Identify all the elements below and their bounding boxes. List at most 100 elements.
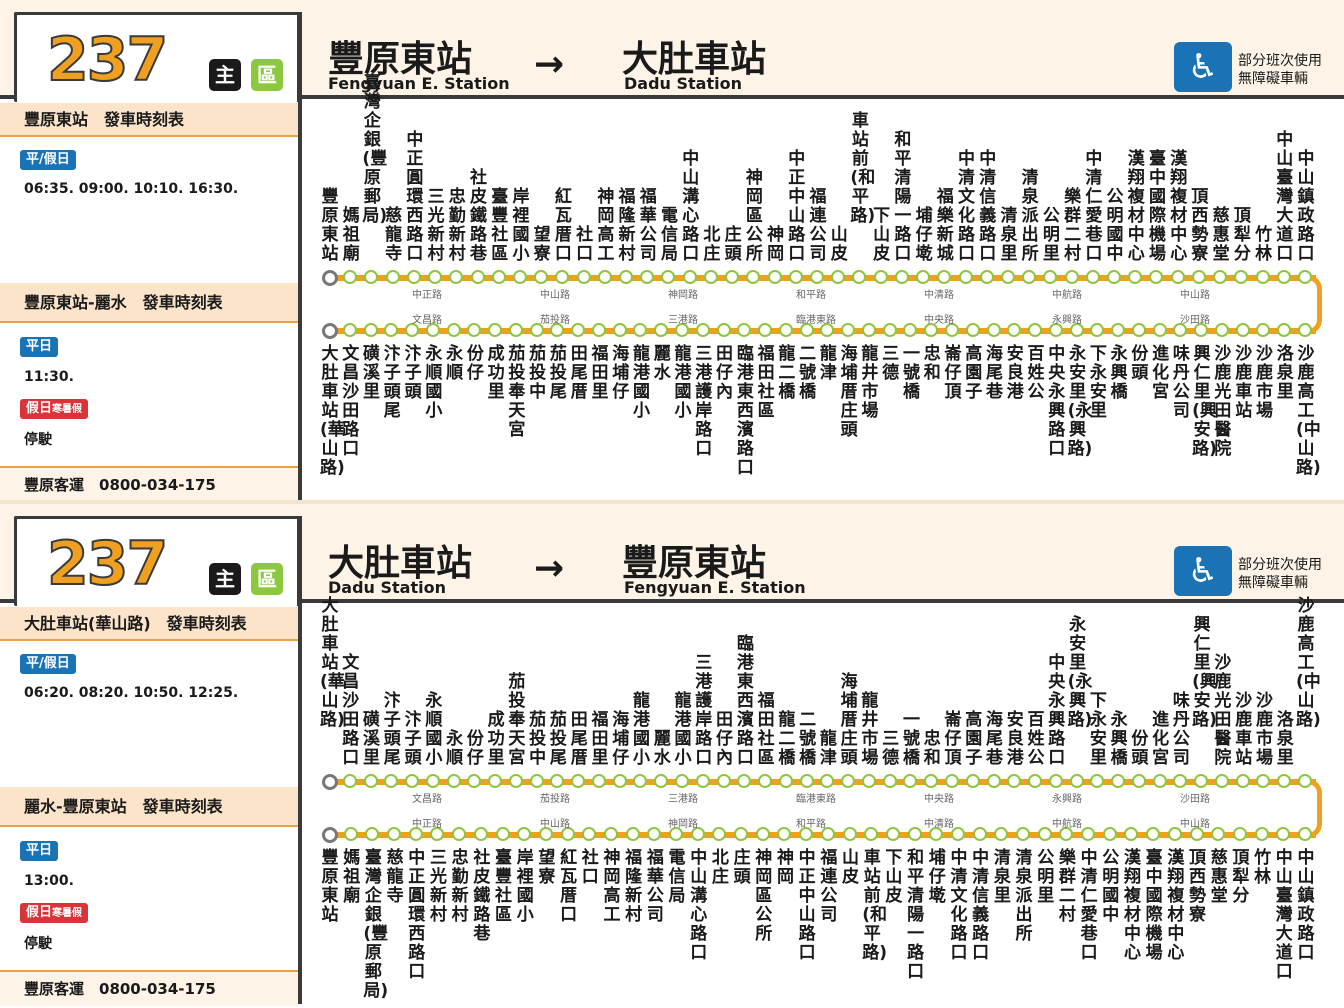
stop-marker [405, 774, 420, 788]
road-label: 中航路 [1052, 290, 1082, 301]
route-map: 大肚車站(華山路) 文昌沙田路口 磺溪里 汴子頭尾 汴子頭 永順國小 永順 份仔 成功里 茄投奉天… [302, 597, 1344, 1004]
stop-marker [746, 270, 761, 284]
stop-name: 三光新村 [429, 848, 447, 925]
stop-name: 茄投奉天宮 [508, 344, 526, 440]
stop-marker [384, 774, 399, 788]
stop-marker [529, 323, 544, 337]
stop-marker [625, 827, 640, 841]
departure-times-2: 11:30. [24, 369, 74, 385]
accessibility-note: 部分班次使用 無障礙車輛 [1238, 556, 1342, 592]
stop-marker [363, 323, 378, 337]
day-tag-2: 平日 [20, 841, 59, 861]
stop-marker [903, 774, 918, 788]
stop-marker [894, 270, 909, 284]
stop-marker [1048, 774, 1063, 788]
stop-name: 麗水 [653, 729, 671, 768]
stop-name: 頂西勢寮 [1191, 187, 1209, 264]
stop-name: 中清文化路口 [950, 848, 968, 963]
stop-marker [633, 774, 648, 788]
stop-marker [406, 270, 421, 284]
stop-name: 份頭 [1131, 729, 1149, 768]
stop-marker [1000, 270, 1015, 284]
road-label: 文昌路 [412, 315, 442, 326]
stop-marker [965, 323, 980, 337]
stop-marker [1059, 827, 1074, 841]
stop-marker [576, 270, 591, 284]
stop-marker [1173, 323, 1188, 337]
stop-name: 海埔仔 [612, 710, 630, 768]
stop-name: 中清仁愛巷口 [1080, 848, 1098, 963]
stop-name: 龍港國小 [632, 344, 650, 421]
stop-name: 臺豐社區 [491, 187, 509, 264]
stop-name: 龍井市場 [861, 691, 879, 768]
stop-marker [1028, 323, 1043, 337]
stop-marker [1149, 270, 1164, 284]
stop-name: 紅瓦厝口 [560, 848, 578, 925]
accessibility-line-1: 部分班次使用 [1238, 53, 1322, 69]
stop-marker [986, 323, 1001, 337]
stop-marker [1085, 270, 1100, 284]
stop-marker [1146, 827, 1161, 841]
stop-marker [924, 774, 939, 788]
stop-marker [1235, 323, 1250, 337]
road-label: 三港路 [668, 794, 698, 805]
stop-name: 崙仔頂 [944, 344, 962, 402]
stop-name: 下山皮 [885, 848, 903, 906]
stop-name: 安良港 [1006, 344, 1024, 402]
route-number-box: 237 主 區 [14, 516, 300, 606]
stop-marker [591, 774, 606, 788]
stop-marker [675, 774, 690, 788]
accessibility-line-1: 部分班次使用 [1238, 557, 1322, 573]
stop-marker [1152, 774, 1167, 788]
stop-marker [986, 774, 1001, 788]
stop-name: 百姓公 [1027, 344, 1045, 402]
direction-arrow: → [534, 548, 565, 589]
stop-marker [1090, 774, 1105, 788]
stop-marker [778, 774, 793, 788]
stop-marker [1255, 270, 1270, 284]
stop-name: 北庄 [711, 848, 729, 887]
stop-name: 文昌沙田路口 [342, 653, 360, 768]
stop-name: 和平清陽一路口 [894, 130, 912, 264]
stop-marker [965, 774, 980, 788]
stop-name: 海尾巷 [986, 710, 1003, 768]
stop-name: 神岡高工 [603, 848, 621, 925]
timetable-title-2: 麗水-豐原東站 發車時刻表 [0, 787, 298, 827]
stop-name: 福連公司 [809, 187, 827, 264]
route-number: 237 [46, 528, 169, 600]
stop-marker [907, 827, 922, 841]
stop-marker [1102, 827, 1117, 841]
road-label: 永興路 [1052, 315, 1082, 326]
stop-name: 中清信義路口 [972, 848, 990, 963]
stop-name: 份頭 [1131, 344, 1149, 383]
stop-name: 龍津 [819, 344, 837, 383]
stop-marker [1173, 774, 1188, 788]
stop-name: 臨港東西濱路口 [736, 344, 754, 478]
stop-marker [654, 323, 669, 337]
stop-name: 龍井市場 [861, 344, 879, 421]
stop-marker [1232, 827, 1247, 841]
destination-station-cn: 豐原東站 [622, 543, 767, 584]
stop-marker [1194, 323, 1209, 337]
departure-times-3: 停駛 [24, 936, 52, 952]
stop-name: 清泉派出所 [1015, 848, 1033, 944]
stop-name: 漢翔複材中心 [1123, 848, 1141, 963]
stop-marker [591, 323, 606, 337]
accessibility-line-2: 無障礙車輛 [1238, 575, 1308, 591]
stop-name: 中央永興路口 [1048, 653, 1066, 768]
stop-marker [597, 270, 612, 284]
stop-name: 公明國中 [1106, 187, 1124, 264]
stop-name: 福田社區 [757, 344, 775, 421]
route-line-turn [1302, 275, 1322, 334]
stop-name: 埔仔墘 [928, 848, 946, 906]
stop-name: 電信局 [660, 206, 678, 264]
stop-marker [560, 827, 575, 841]
stop-marker [384, 323, 399, 337]
road-label: 沙田路 [1180, 315, 1210, 326]
stop-marker [1131, 323, 1146, 337]
stop-marker [1214, 323, 1229, 337]
stop-name: 中正圓環西路口 [406, 130, 424, 264]
stop-name: 紅瓦厝口 [554, 187, 572, 264]
stop-marker [1298, 270, 1312, 284]
stop-marker [385, 270, 400, 284]
